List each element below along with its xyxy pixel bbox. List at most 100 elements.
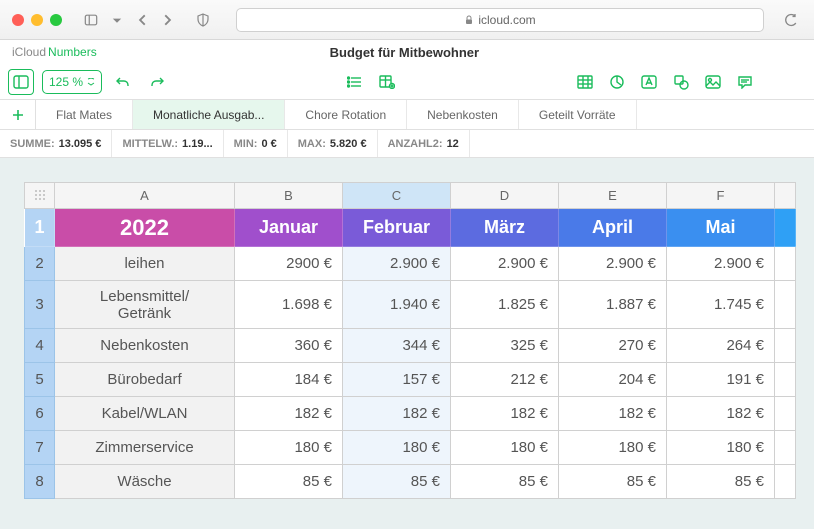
window-close[interactable] (12, 14, 24, 26)
data-cell[interactable]: 344 € (343, 329, 451, 363)
list-icon[interactable] (342, 69, 368, 95)
column-header[interactable]: E (559, 183, 667, 209)
data-cell[interactable] (775, 329, 796, 363)
select-all-corner[interactable] (25, 183, 55, 209)
data-cell[interactable]: 1.698 € (235, 281, 343, 329)
row-label-cell[interactable]: leihen (55, 247, 235, 281)
data-cell[interactable]: 180 € (559, 431, 667, 465)
row-header[interactable]: 2 (25, 247, 55, 281)
row-label-cell[interactable]: Bürobedarf (55, 363, 235, 397)
window-maximize[interactable] (50, 14, 62, 26)
data-cell[interactable] (775, 363, 796, 397)
row-header[interactable]: 3 (25, 281, 55, 329)
data-cell[interactable]: 2.900 € (451, 247, 559, 281)
data-cell[interactable] (775, 397, 796, 431)
data-cell[interactable]: 212 € (451, 363, 559, 397)
row-label-cell[interactable]: Lebensmittel/Getränk (55, 281, 235, 329)
spreadsheet-table[interactable]: ABCDEF 1 2022JanuarFebruarMärzAprilMai 2… (24, 182, 796, 499)
month-header-cell[interactable]: April (559, 209, 667, 247)
month-header-cell[interactable]: März (451, 209, 559, 247)
stat-sum[interactable]: SUMME:13.095 € (0, 130, 112, 157)
data-cell[interactable]: 1.745 € (667, 281, 775, 329)
data-cell[interactable]: 2.900 € (667, 247, 775, 281)
comment-icon[interactable] (732, 69, 758, 95)
month-header-cell[interactable]: Januar (235, 209, 343, 247)
data-cell[interactable]: 180 € (667, 431, 775, 465)
nav-back-icon[interactable] (132, 10, 154, 30)
data-cell[interactable]: 182 € (451, 397, 559, 431)
data-cell[interactable]: 85 € (667, 465, 775, 499)
stat-avg[interactable]: MITTELW.:1.19... (112, 130, 223, 157)
column-header[interactable]: D (451, 183, 559, 209)
data-cell[interactable]: 2900 € (235, 247, 343, 281)
window-minimize[interactable] (31, 14, 43, 26)
row-header[interactable]: 5 (25, 363, 55, 397)
sidebar-toggle-icon[interactable] (80, 10, 102, 30)
month-header-cell[interactable]: Mai (667, 209, 775, 247)
text-icon[interactable] (636, 69, 662, 95)
reload-icon[interactable] (780, 10, 802, 30)
add-sheet-button[interactable] (0, 100, 36, 129)
data-cell[interactable]: 184 € (235, 363, 343, 397)
nav-forward-icon[interactable] (156, 10, 178, 30)
data-cell[interactable]: 1.887 € (559, 281, 667, 329)
spreadsheet-area[interactable]: ABCDEF 1 2022JanuarFebruarMärzAprilMai 2… (0, 158, 814, 529)
sheet-tab[interactable]: Monatliche Ausgab... (133, 100, 285, 129)
data-cell[interactable] (775, 431, 796, 465)
column-header[interactable]: F (667, 183, 775, 209)
sheet-tab[interactable]: Flat Mates (36, 100, 133, 129)
sheet-tab[interactable]: Geteilt Vorräte (519, 100, 637, 129)
media-icon[interactable] (700, 69, 726, 95)
data-cell[interactable]: 264 € (667, 329, 775, 363)
data-cell[interactable] (775, 247, 796, 281)
month-header-cell[interactable] (775, 209, 796, 247)
stat-count[interactable]: ANZAHL2:12 (378, 130, 470, 157)
row-header[interactable]: 8 (25, 465, 55, 499)
data-cell[interactable]: 85 € (235, 465, 343, 499)
data-cell[interactable]: 180 € (235, 431, 343, 465)
data-cell[interactable]: 182 € (235, 397, 343, 431)
panel-toggle-icon[interactable] (8, 69, 34, 95)
chart-icon[interactable] (604, 69, 630, 95)
data-cell[interactable] (775, 281, 796, 329)
stat-max[interactable]: MAX:5.820 € (288, 130, 378, 157)
data-cell[interactable]: 325 € (451, 329, 559, 363)
data-cell[interactable]: 2.900 € (559, 247, 667, 281)
row-label-cell[interactable]: Wäsche (55, 465, 235, 499)
column-header[interactable]: A (55, 183, 235, 209)
data-cell[interactable]: 85 € (343, 465, 451, 499)
data-cell[interactable]: 180 € (451, 431, 559, 465)
data-cell[interactable]: 182 € (559, 397, 667, 431)
data-cell[interactable]: 270 € (559, 329, 667, 363)
column-header[interactable]: B (235, 183, 343, 209)
row-label-cell[interactable]: Kabel/WLAN (55, 397, 235, 431)
row-header[interactable]: 6 (25, 397, 55, 431)
zoom-select[interactable]: 125 % (42, 70, 102, 94)
data-cell[interactable]: 182 € (343, 397, 451, 431)
privacy-shield-icon[interactable] (192, 10, 214, 30)
row-header[interactable]: 7 (25, 431, 55, 465)
stat-min[interactable]: MIN:0 € (224, 130, 288, 157)
data-cell[interactable]: 85 € (559, 465, 667, 499)
data-cell[interactable]: 2.900 € (343, 247, 451, 281)
dropdown-icon[interactable] (110, 10, 124, 30)
data-cell[interactable]: 204 € (559, 363, 667, 397)
data-cell[interactable]: 191 € (667, 363, 775, 397)
row-label-cell[interactable]: Zimmerservice (55, 431, 235, 465)
data-cell[interactable]: 85 € (451, 465, 559, 499)
data-cell[interactable]: 182 € (667, 397, 775, 431)
data-cell[interactable]: 157 € (343, 363, 451, 397)
table-icon[interactable] (572, 69, 598, 95)
data-cell[interactable]: 360 € (235, 329, 343, 363)
data-cell[interactable]: 180 € (343, 431, 451, 465)
row-header[interactable]: 1 (25, 209, 55, 247)
row-header[interactable]: 4 (25, 329, 55, 363)
data-cell[interactable]: 1.940 € (343, 281, 451, 329)
column-header[interactable] (775, 183, 796, 209)
row-label-cell[interactable]: Nebenkosten (55, 329, 235, 363)
undo-icon[interactable] (110, 69, 136, 95)
shape-icon[interactable] (668, 69, 694, 95)
insert-table-icon[interactable] (374, 69, 400, 95)
data-cell[interactable]: 1.825 € (451, 281, 559, 329)
redo-icon[interactable] (144, 69, 170, 95)
